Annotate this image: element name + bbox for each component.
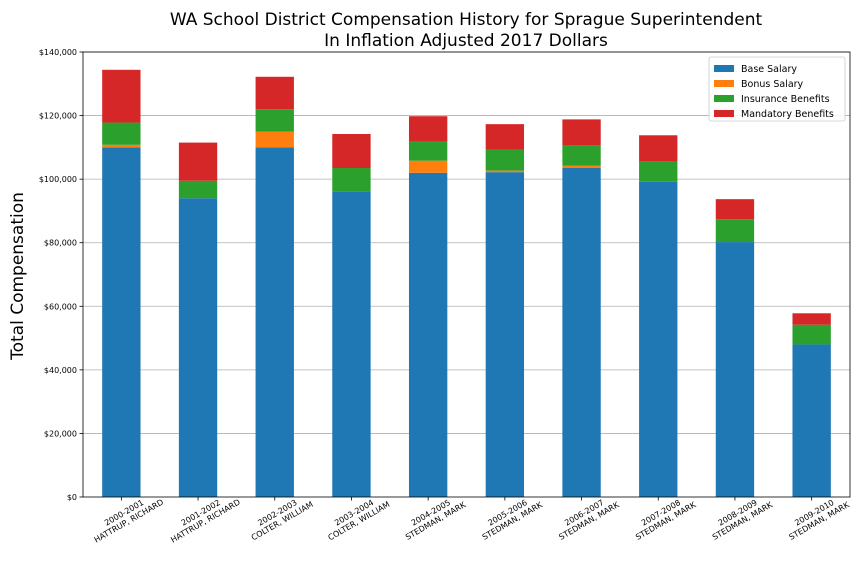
- bar-segment-bonus-salary: [408, 160, 448, 173]
- bar-segment-mandatory-benefits: [178, 142, 218, 181]
- chart-title-line-1: WA School District Compensation History …: [170, 10, 763, 30]
- bar-segment-base-salary: [255, 147, 294, 497]
- bar-segment-base-salary: [792, 344, 831, 497]
- y-tick-label: $140,000: [39, 48, 77, 57]
- bar-segment-mandatory-benefits: [332, 134, 371, 169]
- y-tick-label: $120,000: [39, 112, 77, 121]
- y-tick-label: $100,000: [39, 175, 77, 184]
- legend-box: [708, 56, 846, 122]
- legend-label: Bonus Salary: [741, 79, 804, 90]
- bar-segment-bonus-salary: [255, 131, 294, 148]
- bar-segment-insurance-benefits: [408, 141, 448, 161]
- bar-segment-base-salary: [715, 242, 755, 497]
- bar-segment-bonus-salary: [102, 144, 141, 148]
- plot-frame: [82, 51, 851, 498]
- bar-segment-mandatory-benefits: [639, 135, 678, 162]
- bar-segment-base-salary: [639, 181, 678, 497]
- bar-segment-insurance-benefits: [102, 122, 141, 145]
- bar-segment-base-salary: [485, 172, 525, 497]
- y-ticks: $0 $20,000 $40,000 $60,000 $80,000 $100,000 $1…: [39, 48, 83, 502]
- bar-segment-base-salary: [102, 147, 141, 497]
- bar-segment-mandatory-benefits: [255, 76, 294, 110]
- bar-segment-mandatory-benefits: [102, 69, 141, 123]
- bar-segment-mandatory-benefits: [715, 199, 755, 220]
- bar-segment-insurance-benefits: [639, 161, 678, 182]
- legend-label: Mandatory Benefits: [741, 109, 834, 120]
- legend-label: Base Salary: [741, 64, 797, 75]
- bar-segment-mandatory-benefits: [408, 116, 448, 142]
- bar-group: [102, 69, 831, 498]
- bar-segment-insurance-benefits: [485, 149, 525, 171]
- bar-segment-mandatory-benefits: [562, 119, 601, 146]
- legend: Base Salary Bonus Salary Insurance Benefit…: [708, 56, 846, 122]
- bar-segment-base-salary: [332, 191, 371, 497]
- y-tick-label: $80,000: [44, 239, 77, 248]
- bar-segment-insurance-benefits: [255, 109, 294, 132]
- chart-title: WA School District Compensation History …: [170, 10, 763, 51]
- y-tick-label: $0: [67, 493, 77, 502]
- chart-title-line-2: In Inflation Adjusted 2017 Dollars: [324, 31, 608, 51]
- bar-segment-insurance-benefits: [562, 145, 601, 166]
- bar-segment-base-salary: [562, 168, 601, 497]
- y-tick-label: $20,000: [44, 429, 77, 438]
- bar-segment-insurance-benefits: [332, 168, 371, 192]
- y-tick-label: $60,000: [44, 302, 77, 311]
- bar-segment-base-salary: [408, 172, 448, 498]
- bar-segment-insurance-benefits: [715, 219, 755, 243]
- bar-segment-bonus-salary: [562, 165, 601, 169]
- bar-segment-bonus-salary: [485, 170, 525, 173]
- bar-segment-insurance-benefits: [792, 324, 831, 345]
- bar-segment-mandatory-benefits: [792, 313, 831, 325]
- legend-swatch: [714, 80, 734, 87]
- bar-segment-base-salary: [178, 198, 218, 497]
- legend-swatch: [714, 110, 734, 117]
- legend-swatch: [714, 65, 734, 72]
- axes: [82, 51, 851, 498]
- legend-label: Insurance Benefits: [741, 94, 830, 105]
- legend-swatch: [714, 95, 734, 102]
- y-tick-label: $40,000: [44, 366, 77, 375]
- bar-segment-insurance-benefits: [178, 180, 218, 199]
- y-axis-label: Total Compensation: [8, 192, 28, 361]
- bar-segment-mandatory-benefits: [485, 124, 525, 150]
